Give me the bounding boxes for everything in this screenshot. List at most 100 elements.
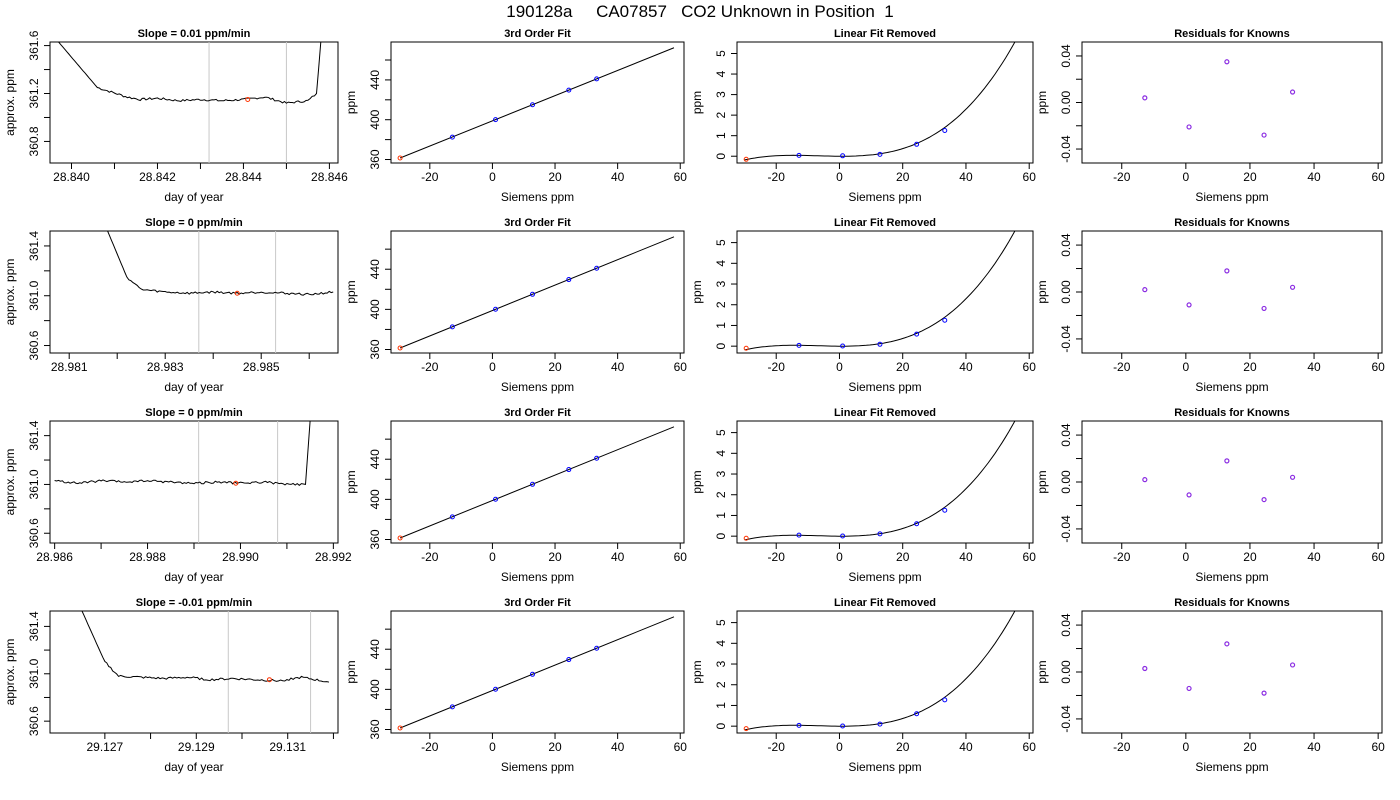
y-tick-label: 360 xyxy=(368,719,382,739)
residual-point xyxy=(1224,641,1230,647)
cubic-curve xyxy=(744,42,1016,161)
y-tick-label: 361.2 xyxy=(27,78,41,108)
plot-frame xyxy=(49,230,339,354)
y-tick-label: 400 xyxy=(368,299,382,319)
y-tick-label: 440 xyxy=(368,449,382,469)
y-tick-label: 361.4 xyxy=(27,611,41,641)
panel-1-0: Slope = 0 ppm/min day of year approx. ppm 2… xyxy=(3,217,339,394)
x-tick-label: 0 xyxy=(489,170,496,184)
residual-point xyxy=(1289,474,1296,480)
x-axis-label: Siemens ppm xyxy=(501,760,574,774)
y-axis-label: ppm xyxy=(1035,280,1049,303)
y-axis-label: ppm xyxy=(1035,91,1049,114)
plot-area xyxy=(397,236,675,351)
residual-point xyxy=(1224,458,1230,464)
x-axis-label: Siemens ppm xyxy=(501,380,574,394)
fit-line xyxy=(399,47,675,159)
plot-area xyxy=(1142,268,1296,312)
plot-area xyxy=(743,42,1016,162)
plot-area xyxy=(81,611,330,733)
plot-frame xyxy=(1081,41,1383,164)
y-tick-label: -0.04 xyxy=(1059,705,1073,733)
known-point xyxy=(449,134,455,140)
unknown-point xyxy=(397,345,403,351)
panel-title: Slope = 0.01 ppm/min xyxy=(138,28,251,40)
x-tick-label: -20 xyxy=(1113,550,1131,564)
known-point xyxy=(529,481,535,487)
plot-frame xyxy=(390,610,685,734)
x-tick-label: 60 xyxy=(674,360,688,374)
plot-area xyxy=(397,47,675,161)
panel-2-3: Residuals for Knowns Siemens ppm ppm -20 0 20… xyxy=(1035,407,1385,584)
residual-point xyxy=(1142,287,1148,293)
x-tick-label: 40 xyxy=(611,360,625,374)
x-tick-label: 0 xyxy=(836,170,843,184)
residual-point xyxy=(1289,662,1296,668)
residual-point xyxy=(1261,690,1267,696)
y-tick-label: 0.00 xyxy=(1059,470,1073,494)
x-tick-label: 20 xyxy=(1243,360,1257,374)
x-tick-label: 40 xyxy=(611,740,625,754)
y-axis-label: approx. ppm xyxy=(3,69,17,136)
y-tick-label: 5 xyxy=(714,50,728,57)
known-point xyxy=(493,686,499,692)
x-tick-label: 28.985 xyxy=(243,360,280,374)
x-tick-label: 60 xyxy=(1371,740,1385,754)
panel-title: 3rd Order Fit xyxy=(504,407,571,419)
fit-line xyxy=(399,616,675,729)
y-tick-label: 360.6 xyxy=(27,330,41,360)
mean-point xyxy=(266,677,272,683)
fit-line xyxy=(399,426,675,539)
y-tick-label: 0.04 xyxy=(1059,613,1073,637)
x-tick-label: 28.986 xyxy=(36,550,73,564)
y-tick-label: 360.6 xyxy=(27,518,41,548)
y-axis-label: approx. ppm xyxy=(3,639,17,706)
x-tick-label: 40 xyxy=(1307,550,1321,564)
x-tick-label: 20 xyxy=(896,360,910,374)
concentration-trace xyxy=(58,42,322,104)
residual-point xyxy=(1142,477,1148,483)
plot-frame xyxy=(736,610,1034,734)
x-tick-label: 0 xyxy=(836,550,843,564)
x-tick-label: 28.988 xyxy=(129,550,166,564)
y-tick-label: 400 xyxy=(368,679,382,699)
y-tick-label: 440 xyxy=(368,639,382,659)
panel-3-3: Residuals for Knowns Siemens ppm ppm -20 0 20… xyxy=(1035,597,1385,774)
x-axis-label: day of year xyxy=(164,190,223,204)
panel-title: Linear Fit Removed xyxy=(834,217,936,229)
panel-title: Linear Fit Removed xyxy=(834,407,936,419)
known-point xyxy=(493,496,499,502)
x-tick-label: 60 xyxy=(674,550,688,564)
y-tick-label: 0.00 xyxy=(1059,280,1073,304)
x-tick-label: 29.127 xyxy=(87,740,124,754)
cubic-curve xyxy=(744,611,1016,731)
residual-point xyxy=(1142,665,1148,672)
residual-point xyxy=(1142,95,1148,101)
plot-frame xyxy=(49,420,339,544)
y-tick-label: 4 xyxy=(714,640,728,647)
known-point xyxy=(796,342,802,348)
plot-area xyxy=(743,611,1016,732)
panel-1-3: Residuals for Knowns Siemens ppm ppm -20 0 20… xyxy=(1035,217,1385,394)
y-tick-label: 0.04 xyxy=(1059,44,1073,68)
known-point xyxy=(942,507,948,513)
x-tick-label: 0 xyxy=(836,740,843,754)
y-axis-label: ppm xyxy=(690,660,704,683)
known-point xyxy=(914,521,920,527)
plot-frame xyxy=(1081,610,1383,734)
y-tick-label: 0 xyxy=(714,343,728,350)
x-tick-label: 60 xyxy=(1023,550,1037,564)
y-tick-label: 5 xyxy=(714,619,728,626)
x-tick-label: 20 xyxy=(896,740,910,754)
x-tick-label: 20 xyxy=(548,550,562,564)
plot-frame xyxy=(736,41,1034,164)
y-tick-label: 440 xyxy=(368,259,382,279)
x-tick-label: 29.131 xyxy=(269,740,306,754)
x-tick-label: 40 xyxy=(1307,360,1321,374)
known-point xyxy=(840,533,846,539)
x-axis-label: Siemens ppm xyxy=(848,380,921,394)
y-axis-label: ppm xyxy=(1035,660,1049,683)
x-tick-label: 28.990 xyxy=(222,550,259,564)
known-point xyxy=(594,265,600,271)
